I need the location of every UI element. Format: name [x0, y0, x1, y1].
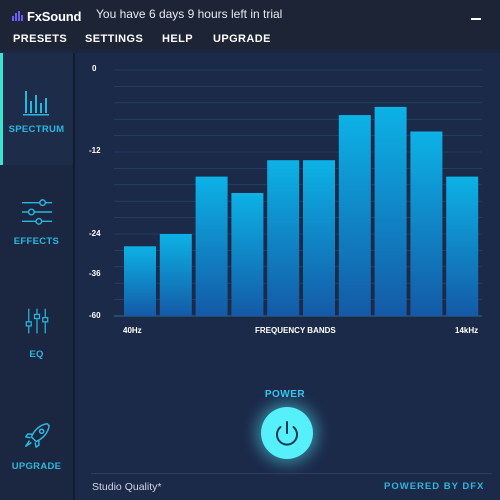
minimize-button[interactable]	[465, 4, 493, 26]
x-axis-title: FREQUENCY BANDS	[255, 326, 336, 335]
trial-message: You have 6 days 9 hours left in trial	[96, 7, 283, 21]
power-label: POWER	[264, 389, 306, 400]
nav-upgrade[interactable]: UPGRADE	[0, 389, 73, 500]
nav-effects-label: EFFECTS	[13, 236, 60, 247]
app-name: FxSound	[27, 9, 82, 24]
eq-icon	[25, 308, 49, 334]
y-tick-label: -36	[89, 269, 101, 278]
footer-divider	[91, 473, 492, 474]
fxsound-logo-icon	[12, 11, 24, 21]
nav-spectrum-label: SPECTRUM	[8, 124, 65, 135]
spectrum-icon	[23, 91, 49, 116]
title-bar: FxSound You have 6 days 9 hours left in …	[0, 0, 500, 28]
y-tick-label: -12	[89, 146, 101, 155]
y-tick-label: -60	[89, 311, 101, 320]
nav-eq-label: EQ	[29, 349, 44, 360]
menu-presets[interactable]: PRESETS	[13, 33, 68, 45]
nav-spectrum[interactable]: SPECTRUM	[0, 53, 73, 165]
quality-mode[interactable]: Studio Quality*	[92, 481, 162, 493]
y-tick-label: -24	[89, 229, 101, 238]
rocket-icon	[25, 423, 50, 448]
spectrum-panel: 0 -12 -24 -36 -60 40Hz FREQUENCY BANDS 1…	[75, 53, 500, 500]
spectrum-bar	[195, 176, 228, 316]
spectrum-chart	[114, 69, 482, 317]
spectrum-bar	[124, 246, 156, 316]
menu-bar: PRESETS SETTINGS HELP UPGRADE	[0, 28, 500, 50]
spectrum-bar	[231, 193, 264, 316]
side-nav: SPECTRUM EFFECTS EQ	[0, 53, 73, 500]
spectrum-bar	[303, 160, 335, 316]
menu-help[interactable]: HELP	[162, 33, 193, 45]
menu-upgrade[interactable]: UPGRADE	[213, 33, 271, 45]
x-end-label: 14kHz	[455, 326, 479, 335]
spectrum-bar	[159, 234, 192, 316]
sliders-icon	[22, 199, 52, 225]
spectrum-bar	[410, 131, 443, 316]
power-button[interactable]	[261, 407, 313, 459]
x-start-label: 40Hz	[123, 326, 142, 335]
spectrum-bar	[374, 106, 407, 317]
nav-upgrade-label: UPGRADE	[11, 461, 62, 472]
app-logo: FxSound	[12, 9, 92, 25]
power-icon	[276, 421, 298, 446]
spectrum-bar	[267, 160, 300, 316]
spectrum-bar	[446, 176, 479, 316]
minimize-icon	[471, 18, 481, 20]
nav-eq[interactable]: EQ	[0, 277, 73, 389]
spectrum-bar	[338, 115, 371, 316]
powered-by: POWERED BY DFX	[384, 481, 485, 492]
nav-effects[interactable]: EFFECTS	[0, 165, 73, 277]
sidenav-divider	[73, 53, 75, 500]
chart-bars	[124, 106, 479, 317]
menu-settings[interactable]: SETTINGS	[85, 33, 144, 45]
y-tick-label: 0	[92, 64, 97, 73]
